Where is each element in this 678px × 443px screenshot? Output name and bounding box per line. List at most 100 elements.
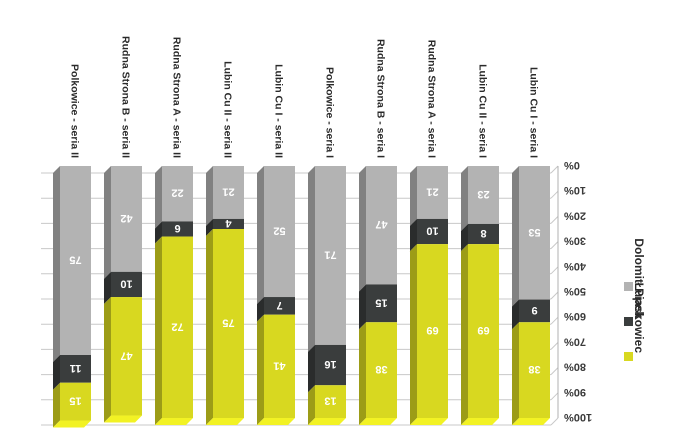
bar-segment: [60, 166, 91, 355]
bar-segment-side: [155, 236, 162, 425]
data-label: 42: [120, 212, 132, 224]
data-label: 6: [174, 222, 180, 234]
bar-segment-side: [359, 322, 366, 425]
gridline-depth: [550, 165, 559, 174]
bar-segment: [417, 166, 448, 219]
bar-segment: [162, 221, 193, 237]
bar-segment: [315, 344, 346, 386]
bar-top-face: [359, 418, 397, 425]
data-label: 53: [528, 226, 540, 238]
bar-segment-side: [359, 284, 366, 330]
data-label: 69: [477, 324, 489, 336]
bar-top-face: [155, 418, 193, 425]
data-label: 38: [528, 363, 540, 375]
data-label: 47: [120, 349, 132, 361]
category-label: Polkowice - seria I: [324, 67, 336, 158]
bar-segment: [111, 297, 142, 416]
bar-segment-side: [155, 166, 162, 229]
bar-segment: [519, 322, 550, 418]
bar-segment-side: [53, 382, 60, 428]
bar-segment-side: [308, 385, 315, 425]
bar-segment: [111, 271, 142, 298]
bar-segment-side: [257, 314, 264, 425]
bars: 53 9 38 23 8 69 21 10 69 47 15 38 71 16 13 52 7 41 21 4 75 22…: [53, 166, 550, 428]
data-label: 16: [324, 358, 336, 370]
data-label: 9: [531, 304, 537, 316]
bar-segment: [60, 355, 91, 383]
bar-segment-side: [410, 218, 417, 252]
data-label: 15: [69, 395, 81, 407]
data-label: 71: [324, 248, 336, 260]
bar-segment: [519, 166, 550, 300]
y-tick-label: 30%: [564, 235, 586, 247]
bar-segment: [111, 166, 142, 272]
data-label: 69: [426, 324, 438, 336]
data-label: 22: [171, 187, 183, 199]
bar-segment-side: [512, 322, 519, 425]
bar-segment-side: [104, 166, 111, 279]
bar-segment-side: [410, 166, 417, 226]
data-label: 72: [171, 320, 183, 332]
bar-segment-side: [206, 166, 213, 226]
bar-stack: 42 10 47: [104, 166, 142, 423]
bar-segment: [468, 244, 499, 418]
legend-entry: Łupek: [632, 283, 646, 319]
bar-top-face: [410, 418, 448, 425]
data-label: 75: [222, 317, 234, 329]
data-label: 47: [375, 218, 387, 230]
category-label: Lubin Cu II - seria II: [222, 61, 234, 158]
data-label: 21: [222, 185, 234, 197]
gridline-depth: [550, 392, 559, 401]
gridline-depth: [550, 241, 559, 249]
gridline-depth: [550, 266, 559, 275]
bar-top-face: [206, 418, 244, 425]
bar-segment-side: [512, 166, 519, 307]
bar-segment-side: [155, 221, 162, 244]
bar-stack: 21 10 69: [410, 166, 448, 425]
category-label: Rudna Strona B - seria II: [120, 36, 132, 158]
data-label: 7: [276, 299, 282, 311]
category-label: Rudna Strona A - seria I: [426, 40, 438, 158]
gridline-depth: [550, 367, 559, 375]
bar-segment-side: [410, 244, 417, 425]
legend-swatch: [624, 352, 633, 361]
data-label: 4: [225, 217, 232, 229]
data-label: 15: [375, 296, 387, 308]
category-label: Rudna Strona B - seria I: [375, 39, 387, 158]
bar-segment: [417, 244, 448, 418]
legend-entry: Piaskowiec: [632, 288, 646, 353]
category-label: Lubin Cu II - seria I: [477, 64, 489, 158]
gridline-depth: [550, 316, 559, 325]
y-tick-label: 50%: [564, 285, 586, 297]
bar-segment: [213, 166, 244, 219]
bar-stack: 52 7 41: [257, 166, 295, 425]
y-tick-label: 60%: [564, 310, 586, 322]
bar-top-face: [512, 418, 550, 425]
data-label: 38: [375, 363, 387, 375]
bar-segment: [366, 284, 397, 323]
bar-stack: 21 4 75: [206, 166, 244, 425]
bar-stack: 75 11 15: [53, 166, 91, 428]
bar-segment: [213, 218, 244, 229]
y-tick-label: 0%: [564, 159, 580, 171]
bar-segment-side: [257, 166, 264, 305]
gridline-depth: [550, 216, 559, 224]
category-label: Polkowice - seria II: [69, 64, 81, 158]
category-label: Lubin Cu I - seria I: [528, 67, 540, 158]
data-label: 8: [480, 227, 486, 239]
bar-segment-side: [461, 223, 468, 252]
bar-segment: [519, 299, 550, 323]
bar-segment-side: [461, 244, 468, 425]
y-tick-label: 80%: [564, 361, 586, 373]
bar-segment-side: [53, 166, 60, 362]
category-label: Lubin Cu I - seria II: [273, 64, 285, 158]
bar-segment-side: [257, 297, 264, 322]
y-tick-label: 100%: [564, 411, 592, 423]
bar-segment: [264, 297, 295, 315]
bar-segment-side: [206, 229, 213, 425]
data-label: 10: [120, 277, 132, 289]
data-label: 21: [426, 185, 438, 197]
bar-stack: 23 8 69: [461, 166, 499, 425]
